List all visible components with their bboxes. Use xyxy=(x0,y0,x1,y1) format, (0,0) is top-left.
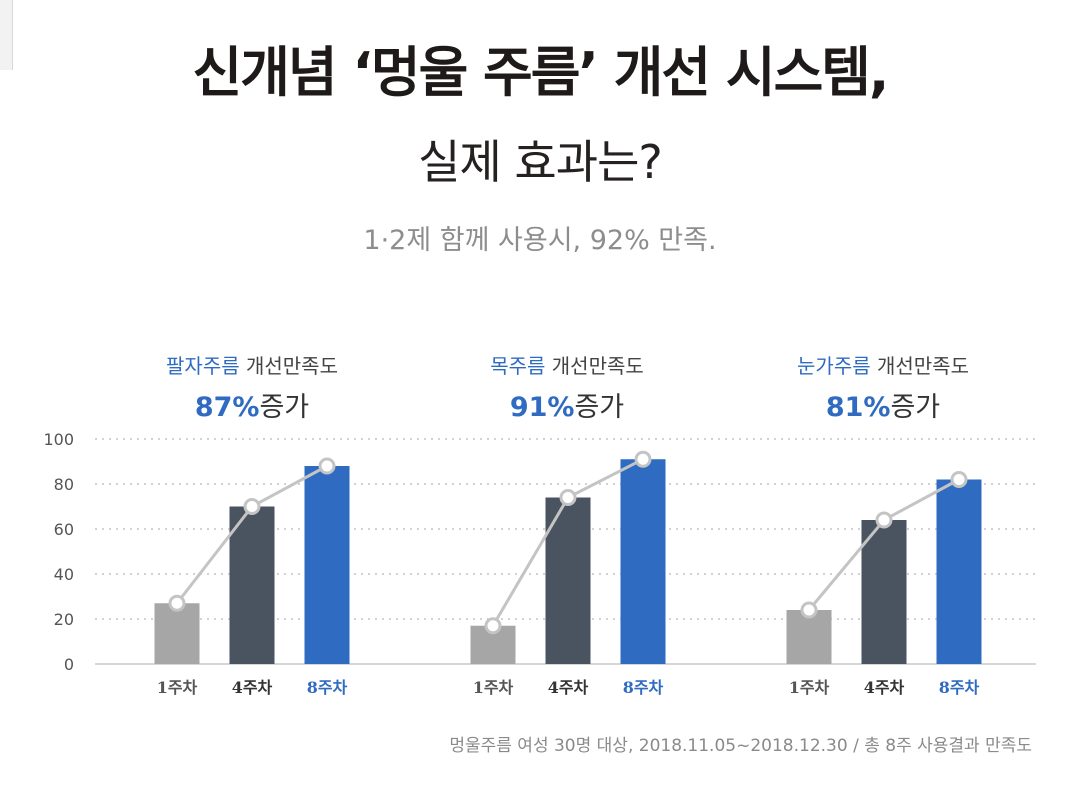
x-tick-label: 8주차 xyxy=(623,678,664,697)
x-tick-label: 8주차 xyxy=(307,678,348,697)
data-point xyxy=(168,594,186,612)
bar xyxy=(229,506,275,664)
group-stat-suffix: 증가 xyxy=(259,392,310,423)
data-point xyxy=(243,498,261,515)
x-tick-label: 8주차 xyxy=(939,678,980,697)
x-tick-label: 1주차 xyxy=(473,678,514,697)
bar xyxy=(861,520,907,664)
y-tick-label: 40 xyxy=(54,565,74,584)
group-stat: 81%증가 xyxy=(733,385,1033,424)
group-caption-rest: 개선만족도 xyxy=(239,354,338,378)
group-caption: 목주름 개선만족도 xyxy=(417,350,717,379)
group-caption: 팔자주름 개선만족도 xyxy=(102,350,402,379)
y-tick-label: 60 xyxy=(54,520,74,539)
group-caption-rest: 개선만족도 xyxy=(545,354,644,378)
tagline: 1·2제 함께 사용시, 92% 만족. xyxy=(363,225,717,256)
group-stat-suffix: 증가 xyxy=(574,392,625,423)
data-point xyxy=(800,601,818,619)
page-title: 신개념 ‘멍울 주름’ 개선 시스템, xyxy=(192,41,890,104)
bar xyxy=(786,610,832,664)
bar xyxy=(154,603,200,664)
group-caption-highlight: 눈가주름 xyxy=(797,354,871,378)
y-tick-label: 80 xyxy=(54,475,74,494)
x-tick-label: 4주차 xyxy=(232,678,273,697)
group-header-2: 눈가주름 개선만족도 81%증가 xyxy=(733,350,1033,424)
group-caption-highlight: 목주름 xyxy=(490,354,546,378)
data-point xyxy=(559,489,577,506)
corner-mark xyxy=(0,0,13,70)
group-stat-percent: 81% xyxy=(825,392,891,423)
footnote: 멍울주름 여성 30명 대상, 2018.11.05~2018.12.30 / … xyxy=(449,736,1032,756)
y-tick-label: 100 xyxy=(43,430,74,449)
x-tick-label: 1주차 xyxy=(789,678,830,697)
data-point xyxy=(318,457,336,475)
bar xyxy=(304,466,350,664)
x-tick-label: 4주차 xyxy=(864,678,905,697)
group-caption: 눈가주름 개선만족도 xyxy=(733,350,1033,379)
y-tick-label: 20 xyxy=(54,610,74,629)
group-stat: 91%증가 xyxy=(417,385,717,424)
group-caption-highlight: 팔자주름 xyxy=(166,354,240,378)
group-header-1: 목주름 개선만족도 91%증가 xyxy=(417,350,717,424)
bar xyxy=(620,459,666,664)
group-stat-percent: 87% xyxy=(194,392,260,423)
data-point xyxy=(875,511,893,529)
group-stat-suffix: 증가 xyxy=(890,392,941,423)
group-caption-rest: 개선만족도 xyxy=(870,354,969,378)
y-tick-label: 0 xyxy=(64,655,74,674)
data-point xyxy=(634,450,652,468)
group-stat: 87%증가 xyxy=(102,385,402,424)
x-tick-label: 4주차 xyxy=(548,678,589,697)
page-subtitle: 실제 효과는? xyxy=(418,135,663,189)
data-point xyxy=(950,471,968,488)
group-header-0: 팔자주름 개선만족도 87%증가 xyxy=(102,350,402,424)
data-point xyxy=(484,617,502,635)
x-tick-label: 1주차 xyxy=(157,678,198,697)
group-stat-percent: 91% xyxy=(509,392,575,423)
bar xyxy=(936,479,982,664)
